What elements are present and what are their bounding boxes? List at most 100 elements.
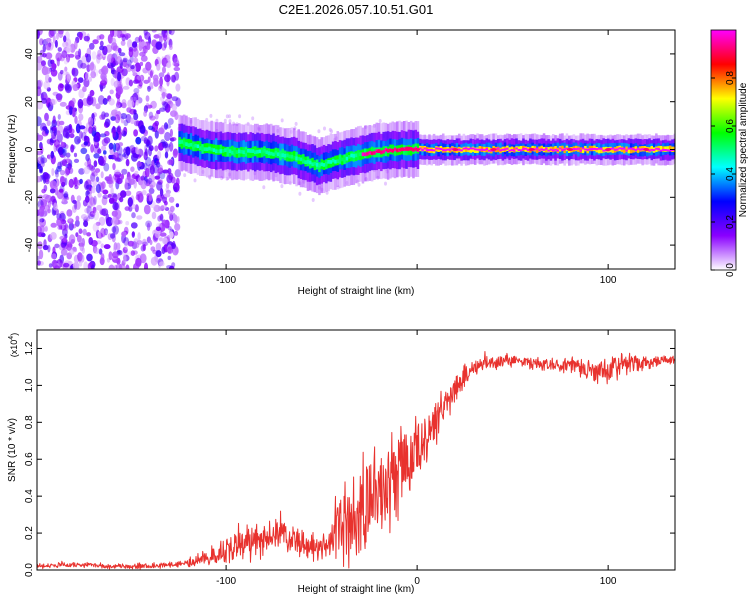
spectrogram-peak: [452, 148, 459, 151]
spectrogram-cell: [152, 74, 159, 82]
spectrogram-band: [526, 148, 530, 151]
spectrogram-cell: [62, 35, 67, 43]
spectrogram-cell: [156, 181, 163, 191]
spectrogram-band: [552, 149, 555, 152]
spectrogram-band: [276, 152, 280, 157]
snr-y-ticks: 0.0 0.2 0.4 0.6 0.8 1.0 1.2: [24, 341, 675, 577]
spectrogram-cell: [147, 177, 153, 185]
spectrogram-band: [251, 149, 255, 153]
snr-x-tick-label: 0: [414, 576, 420, 587]
spectrogram-cell: [151, 159, 155, 167]
spectrogram-band: [574, 148, 578, 151]
spectrogram-band: [563, 148, 566, 151]
spectrogram-cell: [63, 193, 69, 198]
spectrogram-cell: [135, 99, 139, 106]
spectrogram-cell: [140, 135, 147, 142]
spectrogram-cell: [113, 80, 121, 89]
spectrogram-band: [584, 148, 587, 151]
spectrogram-cell: [78, 168, 85, 175]
spectrogram-band: [662, 148, 665, 151]
spectrogram-cell: [79, 241, 84, 252]
spectrogram-cell: [42, 44, 46, 53]
spectrogram-cell: [37, 134, 44, 141]
spectrogram-cell: [37, 156, 44, 165]
spectrogram-cell: [121, 168, 128, 175]
spectrogram-cell: [46, 120, 51, 127]
spectrogram-band: [620, 147, 624, 150]
spectrogram-band: [503, 148, 507, 151]
spectrogram-peak: [398, 148, 405, 151]
spectrogram-cell: [56, 120, 61, 127]
spectrogram-cell: [294, 121, 298, 126]
spectrogram-cell: [106, 257, 111, 263]
spectrogram-band: [423, 147, 427, 150]
spectrogram-cell: [45, 129, 50, 134]
spectrogram-cell: [170, 110, 177, 117]
colorbar-tick-label: 0.6: [725, 119, 736, 133]
spectrogram-band: [258, 149, 262, 154]
spectrogram-band: [629, 147, 633, 150]
spectrogram-cell: [40, 154, 45, 165]
spectrogram-band: [462, 147, 466, 150]
spectrogram-cell: [133, 112, 139, 121]
spectrogram-cell: [91, 264, 95, 269]
spectrogram-band: [593, 147, 596, 150]
spectrogram-cell: [108, 251, 113, 261]
spectrogram-cell: [174, 223, 181, 231]
spectrogram-band: [290, 154, 294, 159]
spectrogram-cell: [93, 135, 100, 143]
spectrogram-cell: [118, 52, 126, 57]
spectrogram-cell: [103, 155, 107, 163]
spectrogram-cell: [127, 197, 133, 207]
spectrogram-cell: [101, 181, 106, 190]
spectrogram-cell: [43, 80, 50, 90]
spectrogram-cell: [92, 222, 100, 232]
colorbar-tick-label: 0.4: [725, 167, 736, 181]
spectrogram-cell: [109, 89, 114, 95]
spectrogram-cell: [69, 265, 74, 269]
spectrogram-cell: [112, 225, 120, 235]
spectrogram-cell: [112, 128, 117, 138]
spectrogram-cell: [106, 176, 113, 183]
spectrogram-cell: [45, 37, 52, 42]
spectrogram-band: [231, 150, 234, 155]
spectrogram-band: [279, 153, 282, 158]
spectrogram-band: [540, 148, 543, 151]
spectrogram-cell: [43, 173, 51, 180]
spectrogram-band: [547, 149, 550, 152]
spectrogram-cell: [161, 43, 167, 51]
spectrogram-band: [247, 148, 250, 158]
spectrogram-cell: [171, 262, 176, 268]
spectrogram-cell: [68, 178, 75, 188]
spectrogram-cell: [145, 61, 152, 71]
spectrogram-cell: [102, 230, 109, 235]
spectrogram-cell: [94, 247, 100, 254]
spectrogram-band: [419, 147, 422, 150]
spectrogram-band: [325, 162, 328, 166]
spectrogram-cell: [167, 168, 172, 175]
spectrogram-cell: [103, 162, 110, 172]
spectrogram-cell: [128, 175, 135, 186]
spectrogram-band: [581, 147, 585, 154]
spectrogram-band: [263, 149, 266, 153]
spectrogram-band: [545, 147, 548, 150]
spectrogram-x-label: Height of straight line (km): [298, 286, 415, 297]
spectrogram-band: [219, 149, 223, 153]
spectrogram-cell: [145, 156, 152, 167]
spectrogram-cell: [87, 94, 92, 99]
spectrogram-cell: [228, 119, 232, 124]
spectrogram-y-tick-label: -40: [24, 237, 35, 252]
spectrogram-cell: [144, 262, 148, 269]
spectrogram-cell: [92, 206, 97, 214]
snr-y-tick-label: 0.0: [24, 563, 35, 577]
spectrogram-band: [600, 147, 603, 154]
spectrogram-cell: [91, 165, 96, 176]
spectrogram-band: [478, 146, 482, 152]
spectrogram-y-tick-label: -20: [24, 190, 35, 205]
spectrogram-cell: [130, 65, 135, 70]
spectrogram-cell: [132, 41, 138, 48]
spectrogram-cell: [71, 97, 76, 105]
spectrogram-cell: [145, 95, 150, 102]
spectrogram-band: [648, 149, 651, 152]
spectrogram-cell: [122, 246, 128, 254]
